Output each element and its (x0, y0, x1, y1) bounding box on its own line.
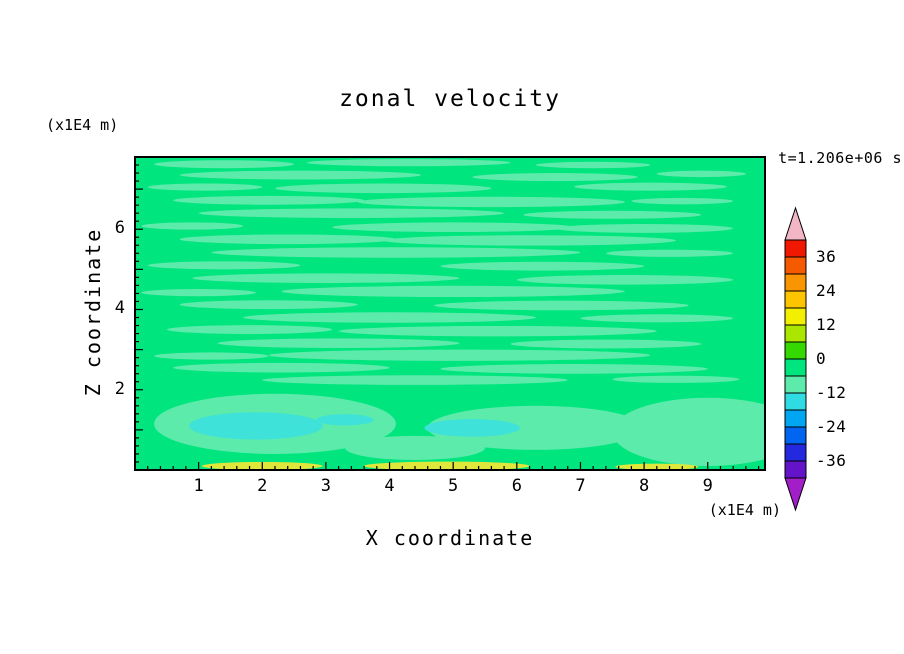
contour-field (135, 157, 765, 470)
plot-title: zonal velocity (339, 86, 561, 112)
x-tick-label: 8 (638, 476, 650, 496)
field-contour-blob-streak (306, 159, 511, 167)
field-contour-blob-cyan (424, 419, 520, 437)
plot-frame (134, 156, 766, 471)
field-contour-blob-streak (268, 349, 651, 361)
z-axis-label: Z coordinate (81, 227, 105, 397)
field-contour-blob-streak (338, 325, 657, 337)
field-contour-blob-streak (166, 325, 333, 334)
field-contour-blob-streak (440, 364, 708, 374)
field-contour-blob-streak (656, 170, 746, 178)
colorbar-segment (784, 392, 807, 411)
field-contour-blob-streak (192, 273, 460, 284)
field-contour-blob-streak (580, 314, 734, 323)
field-contour-blob-streak (612, 375, 740, 383)
field-contour-blob-cyan (189, 412, 323, 440)
field-contour-blob-streak (154, 352, 269, 360)
time-label: t=1.206e+06 s (778, 149, 902, 167)
colorbar-segment (784, 358, 807, 377)
field-contour-blob-streak (510, 339, 702, 349)
field-contour-blob-streak (179, 300, 358, 310)
field-contour-blob-streak (211, 247, 581, 258)
x-tick-label: 2 (257, 476, 268, 496)
colorbar (784, 206, 807, 512)
colorbar-segment (784, 307, 807, 326)
field-contour-blob-streak (147, 183, 263, 191)
field-contour-blob-cyan (316, 414, 374, 426)
x-tick-label: 6 (511, 476, 522, 496)
x-tick-label: 9 (702, 476, 713, 496)
z-tick-label: 4 (114, 298, 125, 319)
colorbar-segment (784, 426, 807, 445)
field-contour-blob-streak (345, 435, 485, 460)
field-contour-blob-streak (523, 210, 702, 219)
field-contour-blob-streak (555, 224, 734, 233)
z-tick-label: 2 (114, 378, 125, 399)
x-axis-label: X coordinate (365, 526, 535, 550)
field-contour-blob-streak (383, 235, 676, 246)
z-axis-unit-label: (x1E4 m) (46, 116, 119, 134)
field-contour-blob-streak (173, 195, 365, 205)
field-contour-blob-streak (281, 285, 625, 298)
field-contour-blob-streak (275, 183, 492, 194)
field-contour-blob-streak (243, 312, 536, 323)
field-contour-blob-yellow (364, 461, 530, 470)
colorbar-segment (784, 324, 807, 343)
field-contour-blob-streak (332, 222, 575, 233)
colorbar-tick-label: 36 (816, 247, 837, 266)
field-contour-blob-streak (516, 274, 734, 285)
x-tick-label: 7 (575, 476, 586, 496)
field-contour-blob-streak (612, 397, 765, 466)
colorbar-segment (784, 256, 807, 275)
colorbar-segment (784, 375, 807, 394)
colorbar-tick-label: 24 (816, 281, 837, 300)
field-contour-blob-streak (141, 222, 244, 230)
field-contour-blob-streak (574, 182, 727, 191)
field-contour-blob-streak (179, 234, 396, 245)
colorbar-tick-label: 12 (816, 315, 837, 334)
colorbar-over-arrow (784, 206, 807, 241)
axis-ticks (135, 164, 760, 470)
field-contour-blob-streak (472, 173, 638, 182)
colorbar-tick-label: -36 (816, 451, 847, 470)
z-tick-label: 6 (114, 218, 125, 239)
colorbar-segment (784, 273, 807, 292)
field-contour-blob-streak (217, 338, 460, 349)
colorbar-segment (784, 443, 807, 462)
field-contour-blob-streak (154, 160, 295, 169)
field-contour-blob-streak (440, 261, 645, 271)
colorbar-segment (784, 341, 807, 360)
field-contour-blob-streak (173, 362, 390, 373)
colorbar-tick-label: 0 (816, 349, 827, 368)
colorbar-tick-label: -24 (816, 417, 847, 436)
field-contour-blob-streak (179, 170, 422, 180)
x-tick-label: 1 (193, 476, 204, 496)
x-tick-label: 4 (384, 476, 395, 496)
field-contour-blob-streak (357, 196, 625, 208)
field-contour-blob-streak (535, 161, 651, 169)
colorbar-segment (784, 290, 807, 309)
colorbar-segment (784, 239, 807, 258)
colorbar-tick-label: -12 (816, 383, 847, 402)
field-contour-blob-streak (434, 300, 689, 311)
field-contour-blob-streak (198, 208, 505, 218)
x-axis-unit-label: (x1E4 m) (708, 501, 781, 519)
field-contour-blob-streak (147, 261, 301, 270)
field-contour-blob-streak (631, 197, 734, 205)
field-contour-blob-streak (262, 375, 568, 385)
x-tick-label: 5 (448, 476, 459, 496)
colorbar-under-arrow (784, 477, 807, 512)
x-tick-label: 3 (320, 476, 332, 496)
field-contour-blob-streak (141, 289, 256, 297)
colorbar-segment (784, 409, 807, 428)
field-contour-blob-streak (427, 405, 645, 450)
field-contour-blob-streak (605, 249, 734, 257)
colorbar-segment (784, 460, 807, 479)
